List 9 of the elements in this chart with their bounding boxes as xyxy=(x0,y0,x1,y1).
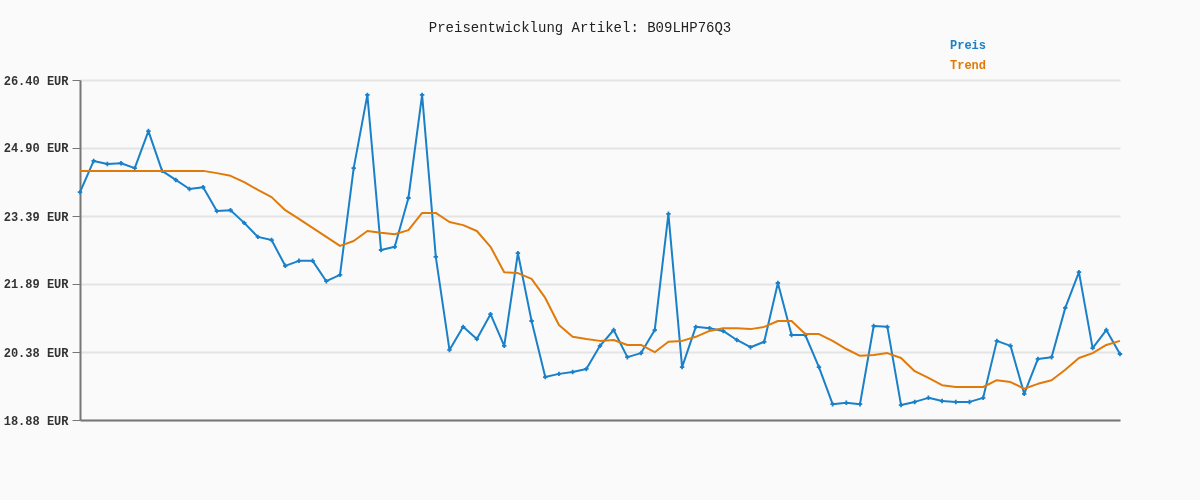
y-tick-label: 18.88 EUR xyxy=(3,414,70,429)
chart-title: Preisentwicklung Artikel: B09LHP76Q3 xyxy=(428,20,732,36)
y-tick-label: 26.40 EUR xyxy=(3,74,70,89)
y-tick-label: 23.39 EUR xyxy=(3,210,70,225)
y-tick-label: 21.89 EUR xyxy=(3,278,70,293)
y-tick-label: 24.90 EUR xyxy=(3,142,70,157)
y-tick-label: 20.38 EUR xyxy=(3,346,70,361)
text: Trend xyxy=(950,59,987,73)
text: Preis xyxy=(950,39,987,53)
